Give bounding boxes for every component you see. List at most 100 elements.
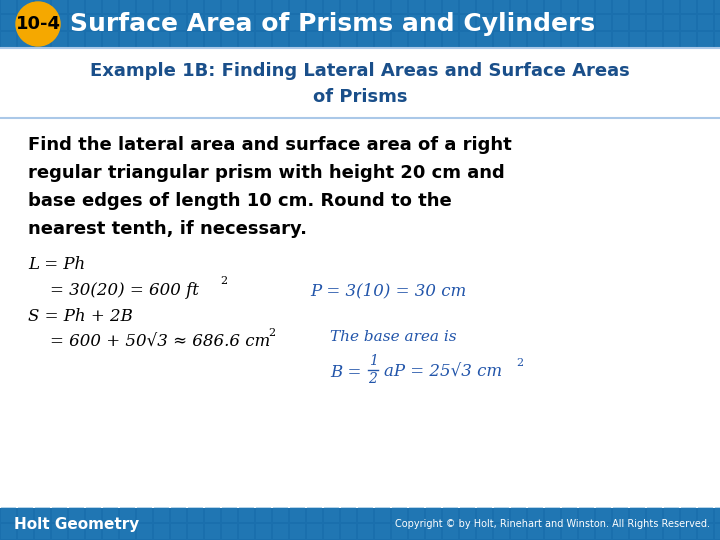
Bar — [273, 32, 288, 47]
Bar — [52, 32, 67, 47]
Text: nearest tenth, if necessary.: nearest tenth, if necessary. — [28, 220, 307, 238]
Bar — [103, 0, 118, 13]
Bar — [154, 524, 169, 539]
Bar — [324, 32, 339, 47]
Bar — [579, 32, 594, 47]
Bar — [1, 507, 16, 522]
Text: Find the lateral area and surface area of a right: Find the lateral area and surface area o… — [28, 136, 512, 154]
Bar — [256, 524, 271, 539]
Bar — [647, 524, 662, 539]
Bar — [35, 15, 50, 30]
Bar — [188, 524, 203, 539]
Bar — [222, 15, 237, 30]
Bar — [460, 32, 475, 47]
Bar — [494, 32, 509, 47]
Text: 10-4: 10-4 — [16, 15, 60, 33]
Bar — [171, 32, 186, 47]
Bar — [562, 507, 577, 522]
Bar — [596, 15, 611, 30]
Bar — [698, 524, 713, 539]
Bar — [392, 0, 407, 13]
Bar — [324, 0, 339, 13]
Bar — [256, 0, 271, 13]
Bar — [664, 524, 679, 539]
Bar — [222, 524, 237, 539]
Bar — [0, 0, 720, 48]
Bar — [358, 507, 373, 522]
Bar — [579, 0, 594, 13]
Bar — [511, 0, 526, 13]
Circle shape — [16, 2, 60, 46]
Bar — [460, 0, 475, 13]
Bar — [222, 0, 237, 13]
Bar — [647, 0, 662, 13]
Bar — [86, 32, 101, 47]
Bar — [630, 15, 645, 30]
Bar — [647, 15, 662, 30]
Bar — [137, 507, 152, 522]
Bar — [664, 15, 679, 30]
Bar — [239, 524, 254, 539]
Bar — [715, 524, 720, 539]
Bar — [392, 524, 407, 539]
Bar — [205, 507, 220, 522]
Bar — [613, 0, 628, 13]
Bar — [0, 508, 720, 540]
Bar — [188, 32, 203, 47]
Bar — [69, 0, 84, 13]
Bar — [409, 524, 424, 539]
Bar — [545, 507, 560, 522]
Bar — [613, 15, 628, 30]
Bar — [681, 0, 696, 13]
Bar — [426, 507, 441, 522]
Bar — [239, 32, 254, 47]
Bar — [324, 507, 339, 522]
Bar — [290, 507, 305, 522]
Bar — [120, 507, 135, 522]
Text: aP = 25√3 cm: aP = 25√3 cm — [384, 364, 502, 381]
Bar — [596, 0, 611, 13]
Bar — [120, 524, 135, 539]
Bar — [205, 524, 220, 539]
Bar — [494, 524, 509, 539]
Bar — [52, 15, 67, 30]
Bar — [256, 15, 271, 30]
Bar — [511, 15, 526, 30]
Bar — [120, 0, 135, 13]
Bar — [222, 32, 237, 47]
Bar — [511, 524, 526, 539]
Bar — [426, 32, 441, 47]
Text: regular triangular prism with height 20 cm and: regular triangular prism with height 20 … — [28, 164, 505, 182]
Bar — [358, 0, 373, 13]
Bar — [664, 507, 679, 522]
Bar — [647, 507, 662, 522]
Text: S = Ph + 2B: S = Ph + 2B — [28, 308, 133, 325]
Bar — [375, 524, 390, 539]
Bar — [681, 32, 696, 47]
Bar — [239, 15, 254, 30]
Bar — [562, 32, 577, 47]
Bar — [69, 524, 84, 539]
Bar — [1, 15, 16, 30]
Bar — [307, 524, 322, 539]
Bar — [154, 507, 169, 522]
Bar — [307, 32, 322, 47]
Bar — [596, 507, 611, 522]
Bar — [443, 0, 458, 13]
Bar — [715, 15, 720, 30]
Text: = 600 + 50√3 ≈ 686.6 cm: = 600 + 50√3 ≈ 686.6 cm — [50, 334, 270, 351]
Bar — [477, 507, 492, 522]
Bar — [35, 507, 50, 522]
Bar — [0, 48, 720, 118]
Bar — [273, 0, 288, 13]
Bar — [137, 524, 152, 539]
Bar — [154, 32, 169, 47]
Bar — [443, 507, 458, 522]
Bar — [528, 15, 543, 30]
Bar — [18, 524, 33, 539]
Bar — [341, 524, 356, 539]
Bar — [307, 15, 322, 30]
Bar — [103, 507, 118, 522]
Bar — [460, 15, 475, 30]
Bar — [52, 524, 67, 539]
